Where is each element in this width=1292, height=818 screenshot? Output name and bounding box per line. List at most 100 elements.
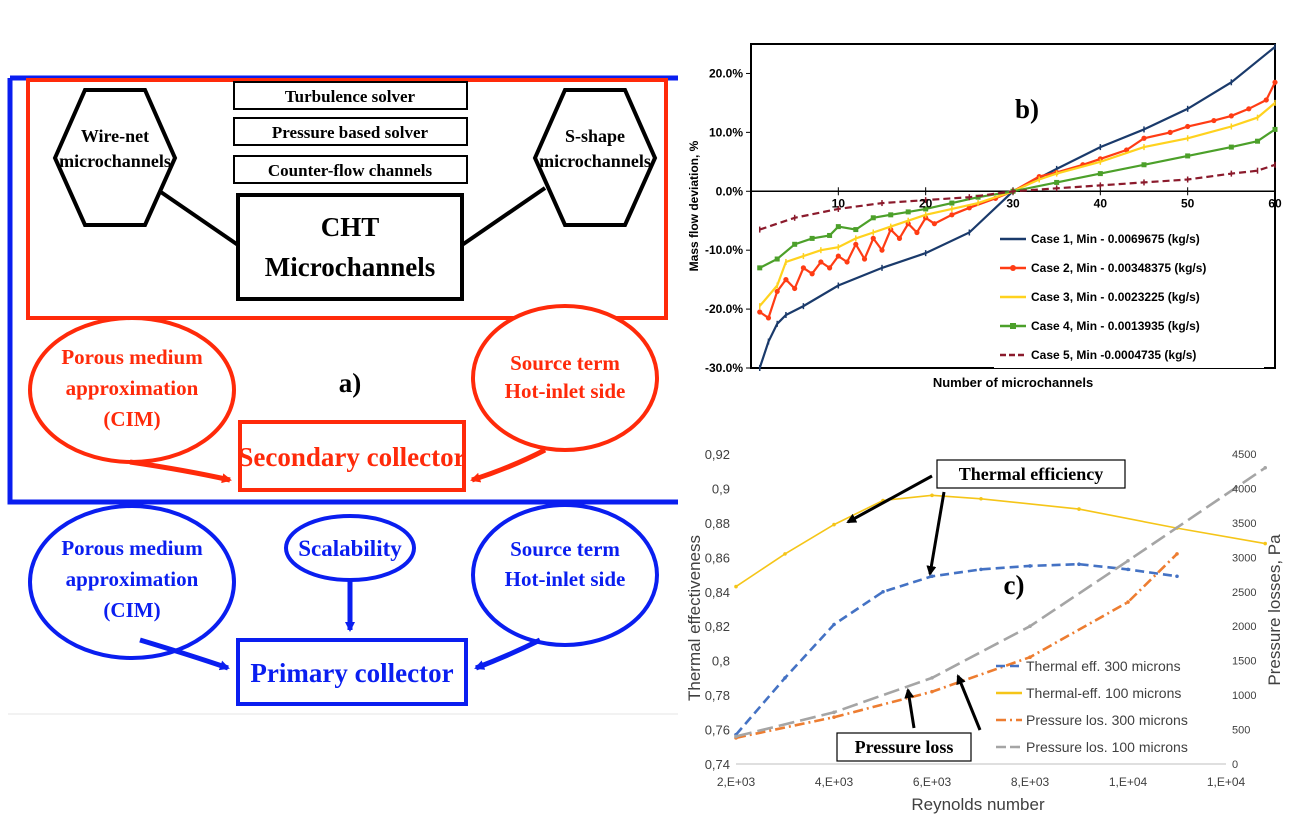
panel-c-legend-label-2: Thermal-eff. 100 microns [1026,685,1181,701]
panel-b-ytick-label: 10.0% [709,125,743,139]
panel-b-ytick-label: 20.0% [709,66,743,80]
cht-line1: CHT [321,212,380,242]
panel-c-chart: 0,92 0,9 0,88 0,86 0,84 0,82 0,8 0,78 0,76 0,74 4… [680,435,1292,818]
panel-b-point [1272,126,1278,132]
panel-c-ytick-label: 0,88 [705,516,730,531]
panel-c-point [1028,655,1032,660]
panel-b-point [827,265,833,271]
panel-c-ytick-label: 0,9 [712,481,730,496]
pressure-solver-label: Pressure based solver [272,123,429,142]
panel-b-point [914,229,920,236]
hex-wire-net-line1: Wire-net [81,126,149,146]
panel-b-point [1185,153,1191,159]
panel-b-point [765,315,772,321]
panel-b-point [931,221,938,227]
panel-c-point [930,689,934,694]
turbulence-solver-label: Turbulence solver [285,87,416,106]
panel-b-xtick-label: 30 [1006,196,1020,210]
panel-c-xtick-label: 2,E+03 [717,775,756,789]
panel-b-ytick-label: 0.0% [716,184,744,198]
panel-b-point [966,205,972,211]
panel-c-point [1175,574,1179,579]
panel-c-legend-label-4: Pressure los. 100 microns [1026,739,1188,755]
panel-b-point [853,241,859,247]
counterflow-label: Counter-flow channels [268,161,433,180]
panel-c-y2tick-label: 2000 [1232,621,1256,633]
panel-b-point [757,309,763,315]
panel-c-ytick-labels: 0,92 0,9 0,88 0,86 0,84 0,82 0,8 0,78 0,76 0,74 [705,447,730,772]
panel-c-xtick-label: 8,E+03 [1011,775,1050,789]
hex-s-shape-line1: S-shape [565,126,625,146]
panel-b-point [1255,138,1261,144]
thermal-arrow-2 [926,491,946,576]
panel-b-point [827,232,833,238]
primary-collector-box [236,638,468,706]
thermal-efficiency-annot-box [936,459,1126,489]
panel-c-point [783,676,787,680]
panel-b-legend-marker [1010,323,1016,329]
panel-a-diagram: Turbulence solver Pressure based solver … [7,75,678,715]
blue-porous-line1: Porous medium [61,536,203,560]
panel-b-series-line-1 [758,46,1276,369]
panel-c-point [832,522,836,527]
panel-b-legend-label-5: Case 5, Min -0.0004735 (kg/s) [1031,348,1196,362]
panel-c-xtick-label: 1,E+04 [1207,775,1246,789]
panel-c-xtick-labels: 2,E+03 4,E+03 6,E+03 8,E+03 1,E+04 1,E+04 [717,775,1246,789]
panel-c-point [734,734,738,739]
hex-left-connector [153,186,240,247]
panel-b-legend-label-3: Case 3, Min - 0.0023225 (kg/s) [1031,290,1200,304]
panel-b-point [975,194,981,200]
panel-b-legend-label-2: Case 2, Min - 0.00348375 (kg/s) [1031,261,1206,275]
hex-wire-net [52,88,178,227]
panel-c-point [979,567,983,572]
red-cht-frame [26,78,668,320]
cht-box [236,193,464,301]
panel-b-xtick-label: 50 [1181,196,1195,210]
blue-porous-ellipse [28,504,236,660]
red-source-line1: Source term [510,351,620,375]
panel-c-ytick-label: 0,78 [705,688,730,703]
panel-b-chart: 20.0% 10.0% 0.0% -10.0% -20.0% -30.0% 10 20 30 4… [687,43,1282,390]
panel-c-y2tick-labels: 4500 4000 3500 3000 2500 2000 1500 1000 500 0 [1232,449,1256,771]
panel-c-y2tick-label: 500 [1232,725,1250,737]
panel-b-series [757,43,1278,371]
panel-b-point [896,235,903,241]
panel-c-y2tick-label: 4500 [1232,449,1256,461]
panel-b-xlabel: Number of microchannels [933,375,1093,390]
panel-b-ytick-label: -20.0% [705,302,743,316]
counterflow-box [233,155,468,184]
panel-c-point [1175,552,1179,556]
panel-b-point [774,256,780,262]
primary-collector-label: Primary collector [250,658,453,688]
blue-arrow-right [474,637,542,671]
panel-b-xtick-label: 40 [1094,196,1108,210]
panel-c-point [1077,562,1081,567]
panel-b-point [949,212,955,218]
panel-c-point [930,574,934,579]
hex-s-shape-line2: microchannels [539,151,651,171]
hex-wire-net-line2: microchannels [59,151,171,171]
panel-c-series [734,465,1267,740]
hex-s-shape [532,88,658,227]
panel-c-ytick-label: 0,8 [712,654,730,669]
panel-c-point [1126,558,1130,563]
red-source-line2: Hot-inlet side [505,379,626,403]
panel-c-y2tick-label: 1500 [1232,656,1256,668]
panel-c-point [1263,465,1267,470]
panel-c-point [832,715,836,719]
panel-b-point [809,235,815,241]
panel-c-point [881,589,885,594]
panel-b-point [879,247,885,253]
pressure-arrow-1 [904,688,916,729]
pressure-solver-box [233,117,468,146]
panel-c-point [930,493,934,498]
panel-b-legend-marker [1010,265,1016,271]
panel-b-xtick-label: 60 [1268,196,1282,210]
panel-b-point [783,277,789,283]
panel-c-point [1126,600,1130,604]
panel-c-point [930,676,934,680]
panel-b-xtick-label: 20 [919,196,933,210]
red-arrow-left [129,459,232,484]
panel-c-point [832,622,836,627]
